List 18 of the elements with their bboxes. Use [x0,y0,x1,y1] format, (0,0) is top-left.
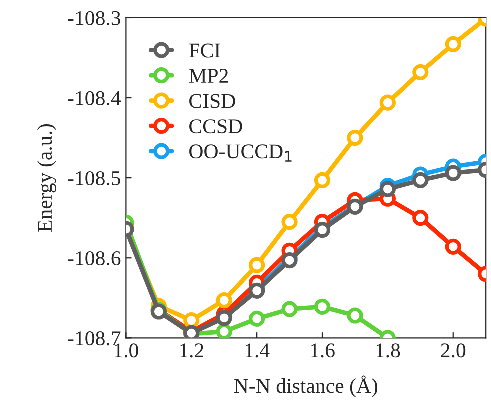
legend-label: CISD [190,94,236,108]
y-tick-label: -108.7 [68,332,121,346]
x-axis-title: N-N distance (Å) [234,376,378,398]
y-tick-label: -108.5 [68,171,121,186]
x-tick-label: 1.8 [376,344,400,358]
y-tick-label: -108.6 [68,251,121,266]
legend-label: OO-UCCD$_{1}$ [190,144,292,162]
legend-label: FCI [189,44,220,58]
x-tick-label: 1.6 [311,344,335,358]
y-tick-label: -108.3 [68,11,121,26]
x-tick-label: 1.0 [115,344,138,358]
legend-label: CCSD [190,120,242,134]
y-tick-label: -108.4 [68,91,121,106]
x-tick-label: 1.2 [180,344,204,358]
y-axis-title: Energy (a.u.) [37,124,56,232]
x-tick-label: 1.4 [246,344,270,358]
x-tick-label: 2.0 [441,344,466,358]
legend-label: MP2 [189,69,228,83]
